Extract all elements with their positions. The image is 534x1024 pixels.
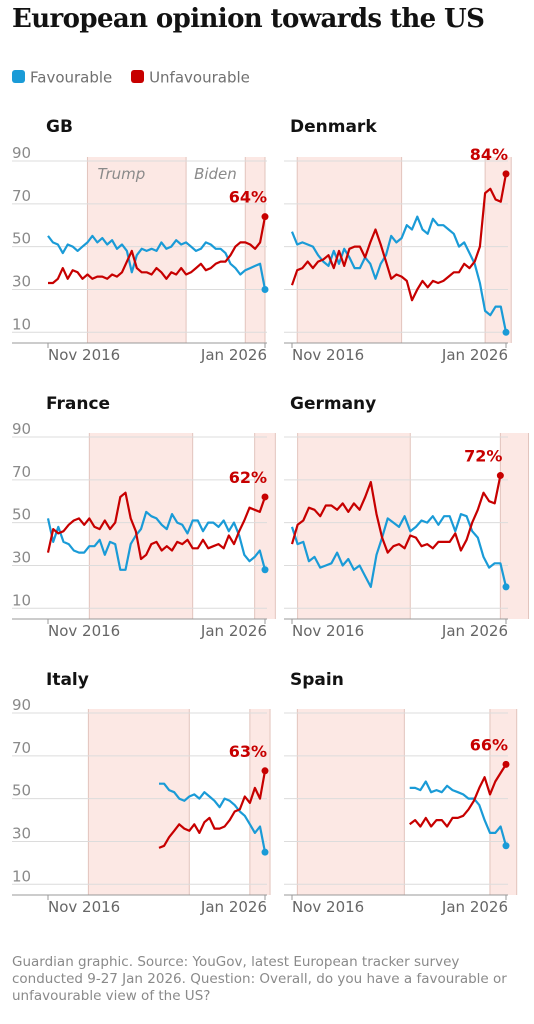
y-tick-label: 50: [12, 230, 31, 248]
series-line-unfavourable: [409, 763, 507, 828]
x-tick-label: Nov 2016: [48, 346, 120, 364]
end-point-unfavourable: [496, 472, 504, 480]
series-line-favourable: [409, 780, 508, 847]
y-tick-label: 70: [12, 739, 31, 757]
x-tick-label: Nov 2016: [292, 346, 364, 364]
x-tick-label: Jan 2026: [441, 898, 508, 916]
y-tick-label: 90: [12, 696, 31, 714]
x-tick-label: Nov 2016: [48, 898, 120, 916]
end-point-unfavourable: [502, 760, 510, 768]
value-callout: 84%: [470, 145, 508, 164]
source-footer: Guardian graphic. Source: YouGov, latest…: [12, 954, 507, 1004]
shaded-period: [245, 157, 265, 343]
shaded-period: [249, 709, 271, 895]
y-tick-label: 10: [12, 591, 31, 609]
panel-title: Spain: [290, 670, 344, 690]
y-tick-label: 50: [12, 782, 31, 800]
panel-title: Italy: [46, 670, 89, 690]
y-tick-label: 70: [12, 187, 31, 205]
series-line-favourable: [46, 510, 267, 571]
chart-panel-spain: Nov 2016 Jan 2026 Spain 66%: [284, 670, 518, 916]
value-callout: 72%: [464, 447, 502, 466]
end-point-favourable: [261, 566, 269, 574]
chart-panel-italy: 90 70 50 30 10 Nov 2016 Jan 2026 Italy 63%: [12, 670, 271, 916]
end-point-unfavourable: [502, 170, 510, 178]
y-tick-label: 90: [12, 420, 31, 438]
series-line-favourable: [159, 782, 267, 853]
y-tick-label: 10: [12, 315, 31, 333]
end-point-unfavourable: [261, 213, 269, 221]
panel-title: Germany: [290, 394, 376, 414]
series-line-unfavourable: [290, 173, 508, 302]
x-tick-label: Nov 2016: [292, 622, 364, 640]
end-point-favourable: [502, 842, 510, 850]
y-tick-label: 30: [12, 548, 31, 566]
legend: Favourable Unfavourable: [12, 68, 264, 88]
y-tick-label: 30: [12, 824, 31, 842]
period-label: Biden: [194, 165, 237, 183]
page-title: European opinion towards the US: [12, 4, 485, 34]
y-tick-label: 90: [12, 144, 31, 162]
shaded-period: [500, 433, 529, 619]
x-tick-label: Nov 2016: [48, 622, 120, 640]
end-point-favourable: [261, 285, 269, 293]
chart-panel-germany: Nov 2016 Jan 2026 Germany 72%: [284, 394, 530, 640]
legend-favourable: Favourable: [12, 68, 112, 87]
end-point-favourable: [261, 848, 269, 856]
end-point-favourable: [502, 583, 510, 591]
panel-title: Denmark: [290, 117, 377, 137]
series-line-unfavourable: [290, 475, 502, 554]
shaded-period: [254, 433, 276, 619]
series-line-favourable: [290, 215, 508, 333]
chart-panel-denmark: Nov 2016 Jan 2026 Denmark 84%: [284, 117, 512, 364]
series-line-unfavourable: [158, 770, 267, 849]
shaded-period: [297, 709, 405, 895]
x-tick-label: Jan 2026: [200, 346, 267, 364]
value-callout: 62%: [229, 468, 267, 487]
value-callout: 63%: [229, 742, 267, 761]
series-line-favourable: [47, 234, 267, 290]
x-tick-label: Jan 2026: [441, 622, 508, 640]
end-point-unfavourable: [261, 767, 269, 775]
series-line-unfavourable: [48, 216, 267, 285]
panel-title: GB: [46, 117, 73, 137]
legend-label-unfavourable: Unfavourable: [149, 68, 250, 87]
shaded-period: [297, 433, 411, 619]
x-tick-label: Jan 2026: [441, 346, 508, 364]
series-line-unfavourable: [46, 491, 267, 561]
legend-unfavourable: Unfavourable: [131, 68, 250, 87]
x-tick-label: Jan 2026: [200, 898, 267, 916]
x-tick-label: Jan 2026: [200, 622, 267, 640]
chart-panel-gb: 90 70 50 30 10 Nov 2016 Jan 2026 GB Trump Biden 64…: [12, 117, 269, 364]
value-callout: 66%: [470, 735, 508, 754]
end-point-favourable: [502, 328, 510, 336]
y-tick-label: 50: [12, 506, 31, 524]
x-tick-label: Nov 2016: [292, 898, 364, 916]
shaded-period: [88, 709, 190, 895]
y-tick-label: 30: [12, 272, 31, 290]
end-point-unfavourable: [261, 493, 269, 501]
y-tick-label: 70: [12, 463, 31, 481]
period-label: Trump: [97, 165, 145, 183]
legend-swatch-unfavourable: [131, 70, 145, 84]
y-tick-label: 10: [12, 867, 31, 885]
panel-title: France: [46, 394, 110, 414]
legend-label-favourable: Favourable: [30, 68, 113, 87]
shaded-period: [489, 709, 517, 895]
legend-swatch-favourable: [12, 70, 25, 84]
value-callout: 64%: [229, 188, 267, 207]
chart-panel-france: 90 70 50 30 10 Nov 2016 Jan 2026 France 62%: [12, 394, 276, 640]
shaded-period: [87, 157, 187, 343]
shaded-period: [485, 157, 512, 343]
